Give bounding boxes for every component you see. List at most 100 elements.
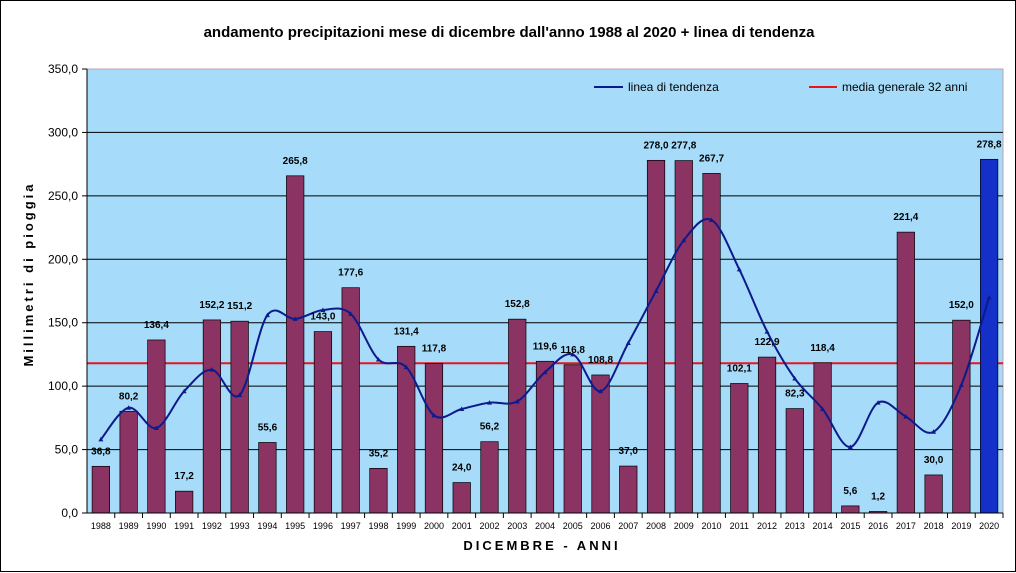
data-label-1992: 152,2 (199, 300, 224, 311)
trend-point-1998 (375, 357, 381, 362)
trend-point-2010 (709, 217, 715, 222)
trend-point-2012 (764, 329, 770, 334)
bar-1995 (286, 175, 305, 514)
legend-trend-label: linea di tendenza (628, 80, 719, 94)
data-label-2010: 267,7 (699, 153, 724, 164)
bar-2009 (674, 160, 693, 514)
y-tick-label: 250,0 (48, 189, 78, 203)
data-label-1999: 131,4 (394, 326, 419, 337)
bar-2010 (702, 173, 721, 514)
bar-1993 (230, 320, 249, 514)
x-tick-label: 2015 (840, 521, 860, 531)
x-tick-label: 2016 (868, 521, 888, 531)
data-label-1995: 265,8 (283, 156, 308, 167)
legend: linea di tendenza media generale 32 anni (594, 80, 967, 94)
trend-point-2015 (847, 444, 853, 450)
x-tick-label: 2019 (951, 521, 971, 531)
data-label-2002: 56,2 (480, 422, 500, 433)
bar-2001 (452, 482, 471, 514)
data-label-2011: 102,1 (727, 363, 752, 374)
x-tick-label: 1989 (119, 521, 139, 531)
x-tick-label: 1990 (146, 521, 166, 531)
bar-2012 (757, 356, 777, 514)
x-tick-label: 2018 (924, 521, 944, 531)
trend-line-group (98, 217, 992, 450)
trend-point-2008 (653, 288, 659, 293)
trend-point-2020 (986, 294, 992, 300)
bar-2019 (952, 319, 971, 514)
x-tick-label: 1988 (91, 521, 111, 531)
trend-point-2017 (903, 414, 909, 419)
trend-point-2001 (459, 406, 465, 411)
y-tick-label: 200,0 (48, 252, 78, 266)
bar-2003 (508, 318, 527, 514)
data-label-2009: 277,8 (671, 141, 696, 152)
x-tick-label: 2006 (590, 521, 610, 531)
trend-point-1996 (320, 307, 326, 313)
y-tick-label: 100,0 (48, 379, 78, 393)
trend-point-2013 (792, 376, 798, 381)
y-tick-label: 150,0 (48, 316, 78, 330)
x-tick-label: 1998 (368, 521, 388, 531)
trend-point-2011 (736, 266, 742, 272)
data-label-1997: 177,6 (338, 268, 363, 279)
trend-point-1992 (209, 367, 215, 372)
y-tick-label: 50,0 (55, 443, 79, 457)
data-label-2012: 122,9 (755, 337, 780, 348)
trend-point-1989 (126, 405, 132, 410)
x-tick-label: 2005 (563, 521, 583, 531)
trend-point-1993 (237, 392, 243, 398)
bar-1989 (119, 410, 138, 514)
x-tick-label: 1993 (230, 521, 250, 531)
trend-point-2002 (486, 400, 492, 405)
bar-2017 (896, 231, 915, 514)
trend-point-1995 (292, 316, 298, 321)
data-label-1993: 151,2 (227, 301, 252, 312)
x-tick-label: 2007 (618, 521, 638, 531)
x-tick-label: 2008 (646, 521, 666, 531)
x-tick-label: 1992 (202, 521, 222, 531)
x-tick-label: 2017 (896, 521, 916, 531)
x-tick-label: 1999 (396, 521, 416, 531)
bar-2020 (980, 158, 999, 514)
trend-point-2000 (431, 412, 437, 418)
x-tick-label: 2003 (507, 521, 527, 531)
data-label-1996: 143,0 (310, 312, 335, 323)
x-tick-label: 2013 (785, 521, 805, 531)
data-label-2000: 117,8 (422, 344, 447, 355)
trend-point-1991 (181, 388, 187, 394)
axes: 0,0 50,0 100,0 150,0 200,0 250,0 300,0 350,0 198… (48, 62, 1004, 531)
x-tick-label: 2001 (452, 521, 472, 531)
x-tick-label: 1991 (174, 521, 194, 531)
data-label-1994: 55,6 (258, 422, 278, 433)
trend-point-1988 (98, 436, 104, 442)
x-tick-label: 2020 (979, 521, 999, 531)
bar-1991 (175, 490, 194, 514)
bar-2002 (480, 441, 499, 514)
x-tick-label: 1996 (313, 521, 333, 531)
data-label-2015: 5,6 (843, 486, 857, 497)
x-tick-label: 1994 (257, 521, 277, 531)
bar-2005 (563, 364, 582, 514)
bar-2015 (841, 505, 860, 514)
trend-point-1990 (153, 425, 159, 431)
trend-point-1997 (348, 311, 354, 316)
trend-point-2005 (570, 351, 576, 357)
data-label-2016: 1,2 (871, 491, 885, 502)
trend-point-2003 (514, 398, 520, 404)
x-tick-label: 1995 (285, 521, 305, 531)
y-tick-label: 350,0 (48, 62, 78, 76)
data-label-2020: 278,8 (977, 139, 1002, 150)
bar-1988 (91, 465, 110, 514)
data-label-1989: 80,2 (119, 391, 139, 402)
x-tick-label: 2009 (674, 521, 694, 531)
trend-point-2014 (820, 406, 826, 411)
data-label-2013: 82,3 (785, 389, 805, 400)
x-tick-label: 2010 (702, 521, 722, 531)
data-label-2017: 221,4 (893, 212, 918, 223)
trend-point-2007 (625, 340, 631, 346)
bar-2007 (619, 465, 638, 514)
legend-average-label: media generale 32 anni (842, 80, 967, 94)
